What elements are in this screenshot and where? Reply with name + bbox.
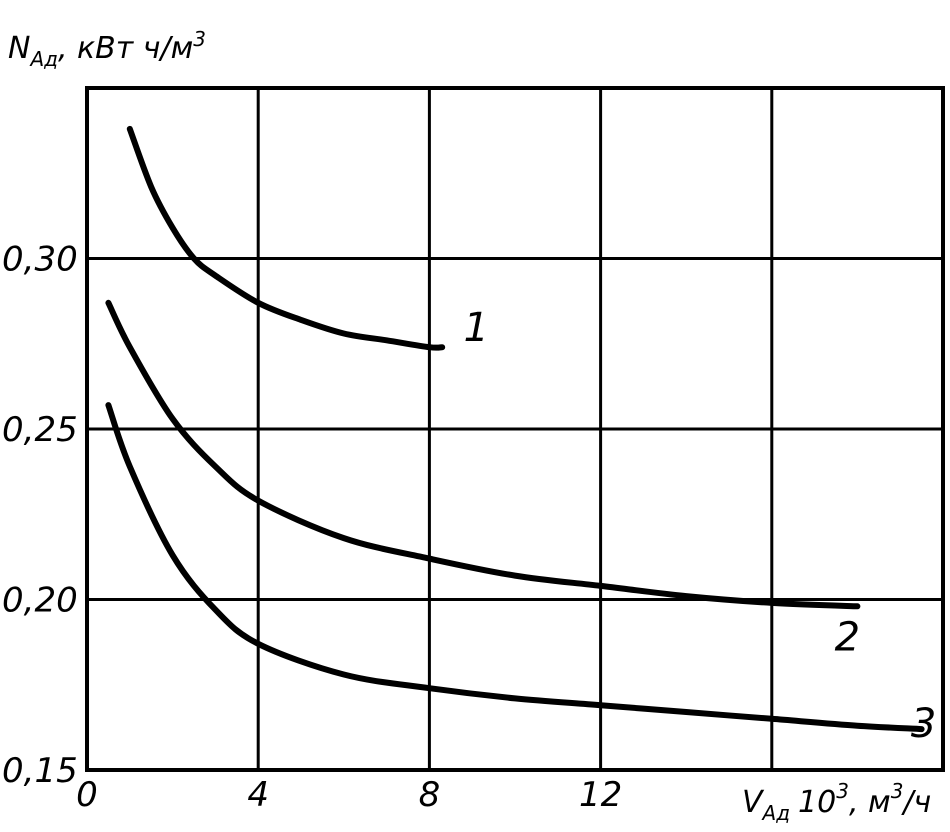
y-tick-label: 0,20 [2, 581, 78, 621]
tick-labels: 0 4 8 12 0,15 0,20 0,25 0,30 [2, 240, 622, 816]
y-axis-title: NАд, кВт ч/м3 [8, 27, 206, 71]
grid [87, 88, 943, 770]
y-tick-label: 0,15 [2, 751, 78, 791]
x-axis-title: VАд 103, м3/ч [742, 779, 931, 825]
plot-frame [85, 86, 945, 772]
series-3-label: 3 [911, 701, 936, 747]
x-tick-label: 12 [579, 775, 622, 815]
series-3-line [105, 402, 925, 733]
y-tick-label: 0,25 [2, 410, 78, 450]
series-2-label: 2 [835, 614, 860, 660]
series-1-label: 1 [464, 305, 489, 351]
y-tick-label: 0,30 [2, 240, 78, 280]
series-layer: 1 2 3 [105, 125, 936, 747]
series-1-line [126, 125, 446, 351]
series-2-line [105, 299, 861, 610]
x-tick-label: 0 [76, 775, 98, 815]
x-tick-label: 4 [247, 775, 269, 815]
x-tick-label: 8 [419, 775, 441, 815]
